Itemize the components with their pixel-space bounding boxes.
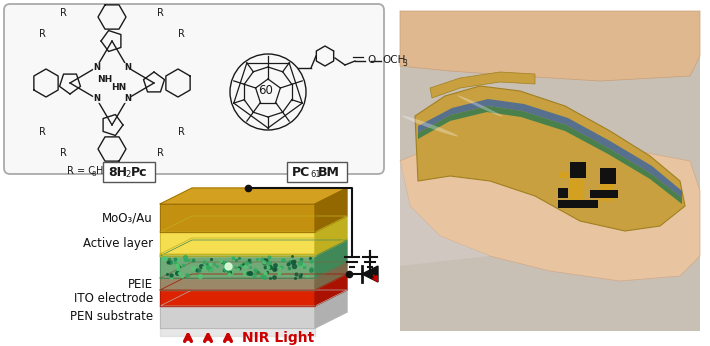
Polygon shape — [160, 232, 315, 254]
Bar — [600, 168, 616, 184]
Polygon shape — [160, 188, 347, 204]
Polygon shape — [160, 290, 347, 306]
Text: 60: 60 — [258, 83, 273, 97]
Polygon shape — [415, 86, 685, 231]
Polygon shape — [315, 262, 347, 290]
FancyBboxPatch shape — [287, 162, 347, 182]
Text: HN: HN — [111, 82, 126, 91]
Text: 3: 3 — [402, 58, 407, 67]
Polygon shape — [160, 262, 347, 278]
Polygon shape — [160, 278, 315, 290]
Polygon shape — [160, 240, 347, 256]
Text: OCH: OCH — [382, 55, 405, 65]
Polygon shape — [160, 216, 347, 232]
Bar — [560, 172, 576, 178]
Bar — [570, 179, 584, 201]
Text: 61: 61 — [310, 170, 321, 179]
Text: R: R — [39, 29, 46, 39]
Text: BM: BM — [318, 165, 340, 179]
Text: N: N — [124, 63, 131, 72]
Ellipse shape — [402, 116, 458, 136]
Polygon shape — [400, 126, 700, 281]
Text: PEN substrate: PEN substrate — [70, 310, 153, 324]
Polygon shape — [362, 266, 378, 282]
Text: N: N — [93, 94, 100, 103]
Polygon shape — [315, 238, 347, 256]
Text: 2: 2 — [125, 170, 130, 179]
Bar — [570, 162, 586, 178]
Text: NIR Light: NIR Light — [242, 331, 315, 345]
Polygon shape — [160, 204, 315, 232]
Text: R: R — [60, 8, 67, 18]
Bar — [590, 190, 618, 198]
Text: NH: NH — [97, 74, 113, 83]
Polygon shape — [160, 274, 347, 290]
Text: 17: 17 — [104, 171, 113, 176]
Ellipse shape — [457, 95, 503, 117]
Text: R: R — [178, 127, 185, 137]
Text: N: N — [93, 63, 100, 72]
Polygon shape — [315, 290, 347, 328]
Polygon shape — [430, 72, 535, 98]
Polygon shape — [160, 256, 315, 278]
Text: R: R — [39, 127, 46, 137]
Polygon shape — [418, 99, 682, 198]
Text: 8H: 8H — [108, 165, 127, 179]
Bar — [558, 200, 598, 208]
Text: R: R — [178, 29, 185, 39]
Text: PC: PC — [292, 165, 310, 179]
Polygon shape — [400, 161, 490, 266]
Bar — [558, 188, 568, 198]
Text: PEIE: PEIE — [128, 277, 153, 291]
Text: R: R — [60, 148, 67, 158]
FancyBboxPatch shape — [103, 162, 155, 182]
Text: N: N — [124, 94, 131, 103]
Polygon shape — [160, 306, 315, 328]
Text: Pc: Pc — [131, 165, 148, 179]
Polygon shape — [160, 290, 315, 306]
Polygon shape — [315, 274, 347, 306]
Bar — [600, 179, 614, 201]
Text: O: O — [367, 55, 376, 65]
Polygon shape — [315, 216, 347, 254]
FancyBboxPatch shape — [4, 4, 384, 174]
Text: 8: 8 — [91, 171, 96, 176]
Polygon shape — [418, 106, 682, 204]
Polygon shape — [160, 238, 347, 254]
Text: R: R — [158, 148, 164, 158]
Text: H: H — [96, 166, 104, 176]
Text: MoO₃/Au: MoO₃/Au — [102, 211, 153, 225]
Polygon shape — [315, 240, 347, 278]
Polygon shape — [160, 254, 315, 256]
Text: R: R — [158, 8, 164, 18]
Bar — [400, 13, 700, 331]
Polygon shape — [315, 188, 347, 232]
Text: R = C: R = C — [67, 166, 95, 176]
Text: Active layer: Active layer — [83, 237, 153, 251]
Text: ITO electrode: ITO electrode — [74, 291, 153, 304]
Polygon shape — [400, 11, 700, 81]
